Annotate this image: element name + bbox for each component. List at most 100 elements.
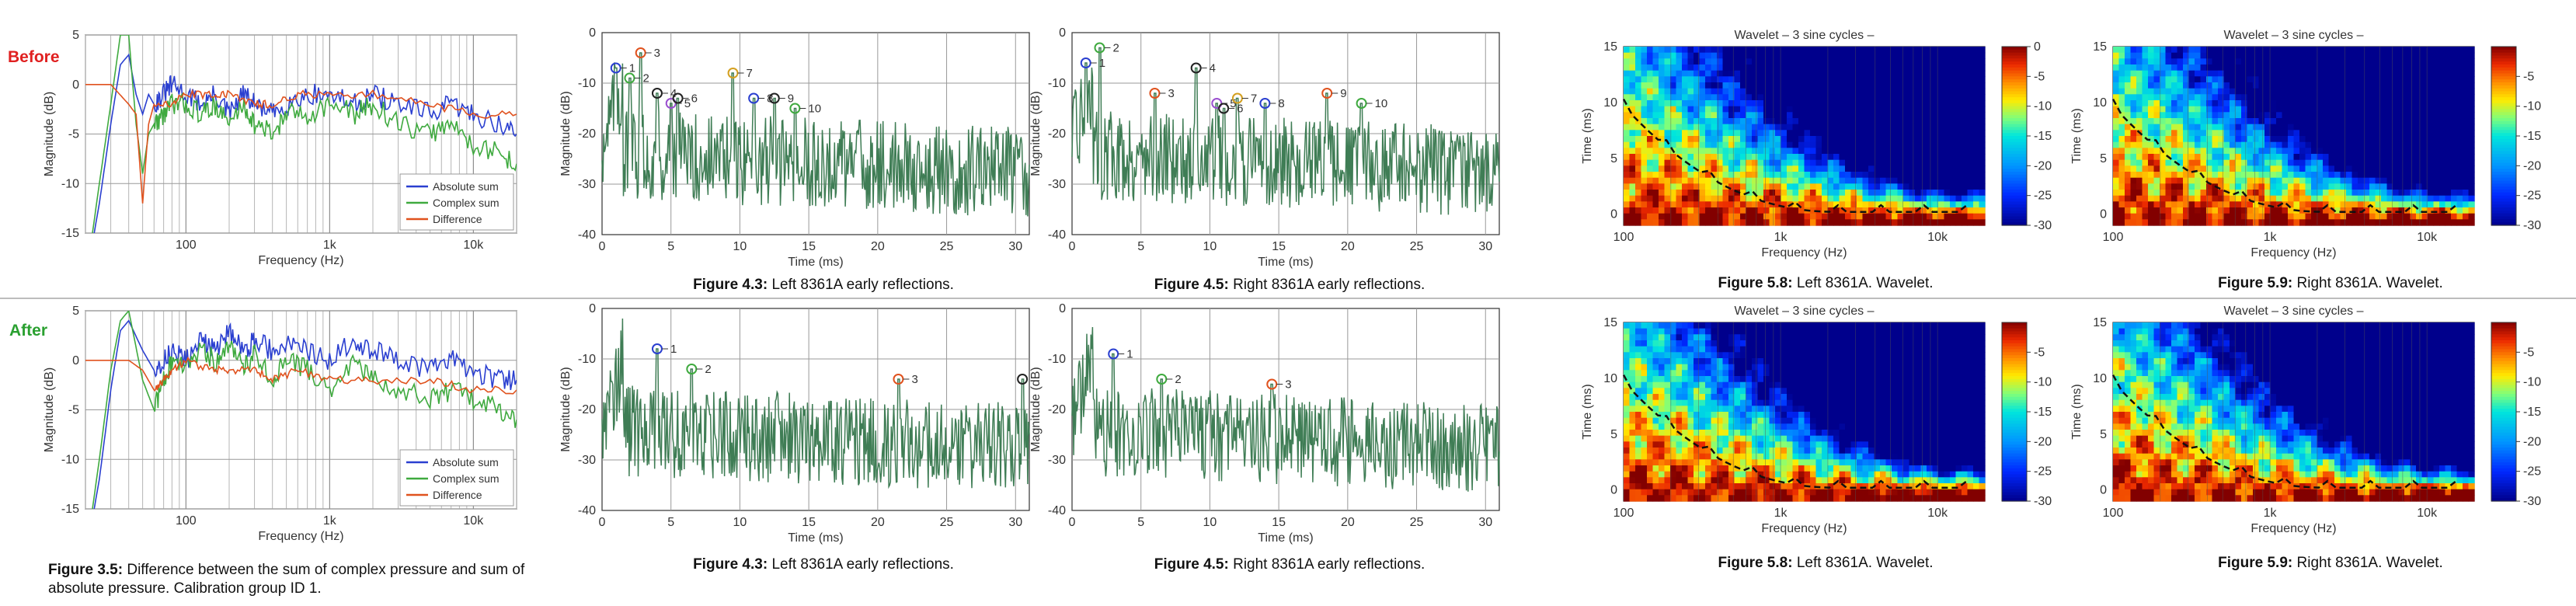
heatmap-cell — [1781, 130, 1788, 137]
heatmap-cell — [2410, 213, 2417, 220]
heatmap-cell — [1699, 376, 1706, 383]
colorbar-segment — [2491, 192, 2516, 197]
heatmap-cell — [2142, 47, 2149, 54]
colorbar-segment — [2491, 177, 2516, 182]
heatmap-cell — [2334, 76, 2341, 83]
heatmap-cell — [1641, 340, 1648, 347]
heatmap-cell — [1647, 352, 1654, 359]
heatmap-cell — [1728, 370, 1735, 377]
heatmap-cell — [1862, 213, 1869, 220]
heatmap-cell — [1752, 346, 1759, 353]
heatmap-cell — [2416, 100, 2423, 107]
heatmap-cell — [1641, 322, 1648, 329]
heatmap-cell — [1647, 381, 1654, 388]
heatmap-cell — [1699, 441, 1706, 448]
heatmap-cell — [2276, 136, 2283, 143]
heatmap-cell — [1781, 207, 1788, 214]
heatmap-cell — [1892, 219, 1899, 226]
heatmap-cell — [2439, 148, 2446, 155]
heatmap-cell — [2142, 112, 2149, 119]
x-tick-label: 5 — [1137, 516, 1144, 529]
heatmap-cell — [1728, 340, 1735, 347]
heatmap-cell — [2148, 124, 2155, 131]
heatmap-cell — [2328, 207, 2335, 214]
heatmap-cell — [2171, 136, 2178, 143]
heatmap-cell — [2223, 82, 2230, 89]
heatmap-cell — [1682, 346, 1689, 353]
heatmap-cell — [1624, 489, 1631, 496]
heatmap-cell — [1850, 64, 1857, 71]
heatmap-cell — [1822, 195, 1829, 202]
heatmap-cell — [2375, 130, 2382, 137]
heatmap-cell — [2381, 52, 2388, 59]
heatmap-cell — [1711, 76, 1718, 83]
heatmap-cell — [2386, 177, 2393, 184]
heatmap-cell — [1950, 76, 1957, 83]
heatmap-cell — [2177, 64, 2184, 71]
heatmap-cell — [1728, 417, 1735, 424]
heatmap-cell — [1740, 340, 1747, 347]
heatmap-cell — [2200, 64, 2207, 71]
heatmap-cell — [2346, 136, 2353, 143]
heatmap-cell — [2200, 183, 2207, 190]
heatmap-cell — [1664, 141, 1671, 148]
heatmap-cell — [1804, 213, 1811, 220]
colorbar-segment — [2002, 97, 2027, 101]
heatmap-cell — [1624, 141, 1631, 148]
heatmap-cell — [1857, 124, 1864, 131]
y-tick-label: -40 — [578, 228, 596, 242]
heatmap-cell — [2165, 124, 2172, 131]
heatmap-cell — [1687, 82, 1694, 89]
heatmap-cell — [2206, 195, 2213, 202]
heatmap-cell — [2439, 219, 2446, 226]
heatmap-cell — [2282, 58, 2289, 65]
x-tick-label: 15 — [1272, 240, 1286, 253]
heatmap-cell — [1746, 112, 1753, 119]
heatmap-cell — [2386, 130, 2393, 137]
heatmap-cell — [2375, 112, 2382, 119]
heatmap-cell — [1932, 207, 1939, 214]
heatmap-cell — [1775, 159, 1782, 166]
heatmap-cell — [1647, 190, 1654, 197]
heatmap-cell — [1967, 88, 1974, 95]
heatmap-cell — [1746, 47, 1753, 54]
heatmap-cell — [2328, 70, 2335, 77]
heatmap-cell — [1763, 100, 1770, 107]
heatmap-cell — [2253, 70, 2260, 77]
heatmap-cell — [1897, 195, 1904, 202]
heatmap-cell — [1635, 376, 1642, 383]
heatmap-cell — [1874, 165, 1881, 172]
heatmap-cell — [1728, 388, 1735, 395]
heatmap-cell — [1927, 47, 1934, 54]
heatmap-cell — [2375, 195, 2382, 202]
colorbar-segment — [2491, 136, 2516, 140]
colorbar-segment — [2491, 94, 2516, 98]
heatmap-cell — [1740, 376, 1747, 383]
heatmap-cell — [1892, 154, 1899, 161]
heatmap-cell — [1676, 370, 1683, 377]
heatmap-cell — [2328, 183, 2335, 190]
heatmap-cell — [2439, 165, 2446, 172]
heatmap-cell — [1728, 430, 1735, 437]
heatmap-cell — [1792, 58, 1799, 65]
heatmap-cell — [1641, 165, 1648, 172]
heatmap-cell — [1950, 94, 1957, 101]
heatmap-cell — [2456, 190, 2463, 197]
heatmap-cell — [1699, 423, 1706, 430]
heatmap-cell — [1687, 118, 1694, 125]
heatmap-cell — [2264, 213, 2271, 220]
heatmap-cell — [1757, 190, 1764, 197]
heatmap-cell — [1927, 106, 1934, 113]
heatmap-cell — [2253, 159, 2260, 166]
heatmap-cell — [2386, 207, 2393, 214]
heatmap-cell — [1635, 70, 1642, 77]
heatmap-cell — [1845, 100, 1852, 107]
heatmap-cell — [1752, 328, 1759, 335]
heatmap-cell — [1757, 453, 1764, 460]
heatmap-cell — [1955, 82, 1962, 89]
heatmap-cell — [2276, 58, 2283, 65]
y-tick-label: 15 — [1603, 40, 1617, 54]
heatmap-cell — [1699, 47, 1706, 54]
heatmap-cell — [1833, 190, 1840, 197]
heatmap-cell — [2369, 118, 2376, 125]
